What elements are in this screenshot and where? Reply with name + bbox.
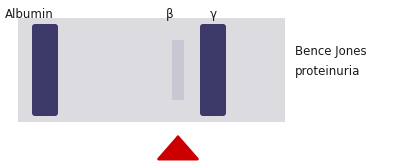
Bar — [172, 40, 183, 100]
Text: β: β — [166, 8, 173, 21]
Text: proteinuria: proteinuria — [294, 65, 360, 78]
Text: γ: γ — [209, 8, 216, 21]
Text: Bence Jones: Bence Jones — [294, 45, 366, 58]
FancyBboxPatch shape — [200, 24, 226, 116]
Text: Albumin: Albumin — [5, 8, 53, 21]
FancyBboxPatch shape — [32, 24, 58, 116]
Bar — [18, 18, 284, 122]
